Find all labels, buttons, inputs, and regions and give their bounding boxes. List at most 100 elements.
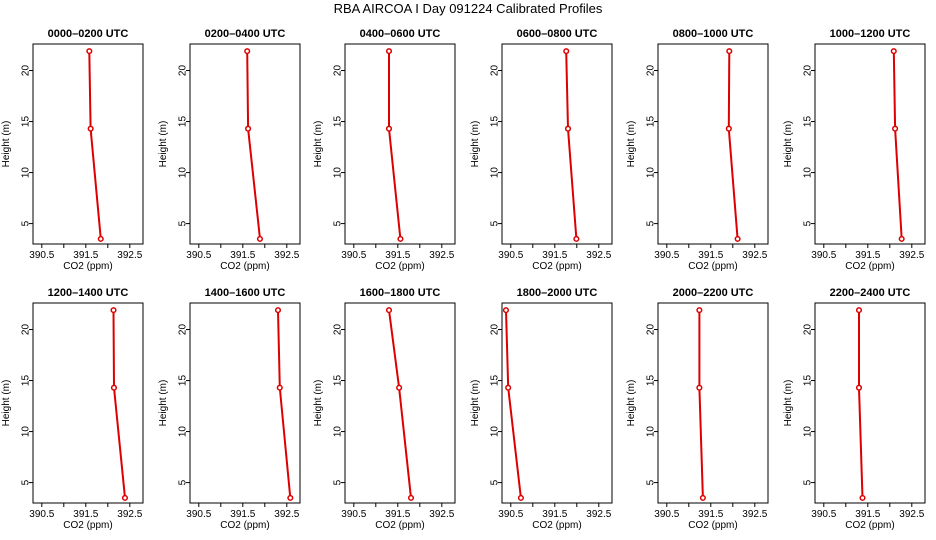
- profile-panel: 1400–1600 UTC 390.5 391.5 392.5 CO2 (ppm) 5 10…: [158, 287, 301, 531]
- y-tick-label: 5: [646, 220, 657, 226]
- plot-frame: [344, 302, 456, 504]
- y-tick-label: 10: [803, 426, 814, 438]
- y-tick-label: 20: [803, 324, 814, 336]
- y-axis-label: Height (m): [158, 121, 169, 168]
- y-tick-label: 20: [178, 65, 189, 77]
- x-axis-label: CO2 (ppm): [688, 261, 737, 272]
- plot-frame: [657, 302, 769, 504]
- x-axis-label: CO2 (ppm): [63, 520, 112, 531]
- y-tick-label: 10: [646, 167, 657, 179]
- x-axis-label: CO2 (ppm): [375, 520, 424, 531]
- data-point: [517, 494, 524, 501]
- y-tick-label: 10: [21, 167, 32, 179]
- y-tick-label: 15: [490, 116, 501, 128]
- co2-profile-line: [698, 310, 704, 498]
- data-point: [696, 307, 703, 314]
- panel-title: 0800–1000 UTC: [673, 28, 754, 40]
- panel-title: 1000–1200 UTC: [830, 28, 911, 40]
- data-point: [256, 235, 264, 242]
- data-point: [97, 235, 104, 242]
- y-tick-label: 15: [178, 375, 189, 387]
- data-point: [898, 235, 905, 242]
- plot-frame: [189, 302, 301, 504]
- x-axis-label: CO2 (ppm): [845, 520, 894, 531]
- x-axis-label: CO2 (ppm): [220, 520, 269, 531]
- profile-panel: 1000–1200 UTC 390.5 391.5 392.5 CO2 (ppm) 5 10…: [783, 28, 926, 272]
- data-point: [725, 125, 732, 132]
- profile-panel: 2000–2200 UTC 390.5 391.5 392.5 CO2 (ppm) 5 10…: [626, 287, 769, 531]
- y-axis-label: Height (m): [470, 121, 481, 168]
- plot-frame: [501, 43, 613, 245]
- panel-title: 0400–0600 UTC: [360, 28, 441, 40]
- x-axis-label: CO2 (ppm): [63, 261, 112, 272]
- x-tick-label: 390.5: [498, 250, 523, 261]
- y-axis-label: Height (m): [158, 380, 169, 427]
- data-point: [855, 307, 863, 314]
- profile-panel: 1600–1800 UTC 390.5 391.5 392.5 CO2 (ppm) 5 10…: [313, 287, 456, 531]
- data-point: [855, 384, 863, 391]
- x-tick-label: 391.5: [73, 250, 98, 261]
- y-tick-label: 5: [333, 479, 344, 485]
- y-axis-label: Height (m): [626, 121, 637, 168]
- data-point: [244, 48, 251, 55]
- x-axis-label: CO2 (ppm): [375, 261, 424, 272]
- y-axis-label: Height (m): [1, 380, 12, 427]
- y-tick-label: 15: [646, 375, 657, 387]
- y-tick-label: 20: [21, 324, 32, 336]
- x-tick-label: 392.5: [429, 509, 454, 520]
- y-tick-label: 20: [178, 324, 189, 336]
- data-point: [397, 235, 404, 242]
- plot-frame: [32, 302, 144, 504]
- x-tick-label: 392.5: [117, 250, 142, 261]
- data-point: [274, 307, 282, 314]
- x-tick-label: 390.5: [811, 250, 836, 261]
- panel-title: 0200–0400 UTC: [205, 28, 286, 40]
- y-tick-label: 5: [333, 220, 344, 226]
- y-tick-label: 15: [178, 116, 189, 128]
- data-point: [696, 384, 703, 391]
- x-tick-label: 390.5: [29, 509, 54, 520]
- plot-frame: [814, 43, 926, 245]
- x-tick-label: 392.5: [429, 250, 454, 261]
- panel-title: 1800–2000 UTC: [517, 287, 598, 299]
- x-tick-label: 391.5: [542, 250, 567, 261]
- y-tick-label: 10: [490, 167, 501, 179]
- y-tick-label: 15: [333, 116, 344, 128]
- data-point: [385, 48, 393, 55]
- x-tick-label: 392.5: [586, 250, 611, 261]
- data-point: [86, 48, 93, 55]
- plot-frame: [189, 43, 301, 245]
- y-axis-label: Height (m): [783, 121, 794, 168]
- y-tick-label: 10: [21, 426, 32, 438]
- plot-frame: [814, 302, 926, 504]
- y-tick-label: 15: [803, 116, 814, 128]
- y-tick-label: 10: [490, 426, 501, 438]
- y-tick-label: 5: [803, 479, 814, 485]
- y-tick-label: 5: [178, 220, 189, 226]
- y-tick-label: 15: [21, 375, 32, 387]
- co2-profile-line: [565, 51, 578, 239]
- y-tick-label: 20: [490, 324, 501, 336]
- data-point: [110, 384, 118, 391]
- profile-panel: 2200–2400 UTC 390.5 391.5 392.5 CO2 (ppm) 5 10…: [783, 287, 926, 531]
- data-point: [87, 125, 94, 132]
- y-tick-label: 5: [21, 479, 32, 485]
- profile-panel: 0600–0800 UTC 390.5 391.5 392.5 CO2 (ppm) 5 10…: [470, 28, 613, 272]
- y-tick-label: 10: [178, 426, 189, 438]
- co2-profile-line: [88, 51, 102, 239]
- y-axis-label: Height (m): [313, 380, 324, 427]
- x-tick-label: 390.5: [186, 509, 211, 520]
- x-axis-label: CO2 (ppm): [220, 261, 269, 272]
- x-tick-label: 390.5: [29, 250, 54, 261]
- y-tick-label: 10: [803, 167, 814, 179]
- data-point: [502, 307, 510, 314]
- y-axis-label: Height (m): [470, 380, 481, 427]
- data-point: [396, 384, 403, 391]
- data-point: [407, 494, 415, 501]
- x-tick-label: 391.5: [385, 509, 410, 520]
- profile-panel: 1200–1400 UTC 390.5 391.5 392.5 CO2 (ppm) 5 10…: [1, 287, 144, 531]
- co2-profile-line: [246, 51, 261, 240]
- y-tick-label: 10: [178, 167, 189, 179]
- panel-title: 0000–0200 UTC: [48, 28, 129, 40]
